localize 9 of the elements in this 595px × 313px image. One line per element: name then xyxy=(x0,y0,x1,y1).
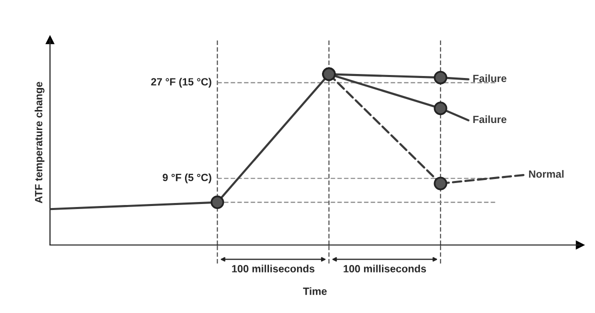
series-label: Failure xyxy=(473,115,506,124)
text: 100 milliseconds xyxy=(232,264,314,272)
text: Time xyxy=(303,287,327,295)
y-axis-title: ATF temperature change xyxy=(34,82,44,204)
ref-line-label: 27 °F (15 °C) xyxy=(151,78,212,88)
series-label: Failure xyxy=(473,74,506,82)
text: 100 milliseconds xyxy=(344,264,426,272)
series-label: Normal xyxy=(529,170,564,178)
ref-line-label: 9 °F (5 °C) xyxy=(162,174,212,184)
